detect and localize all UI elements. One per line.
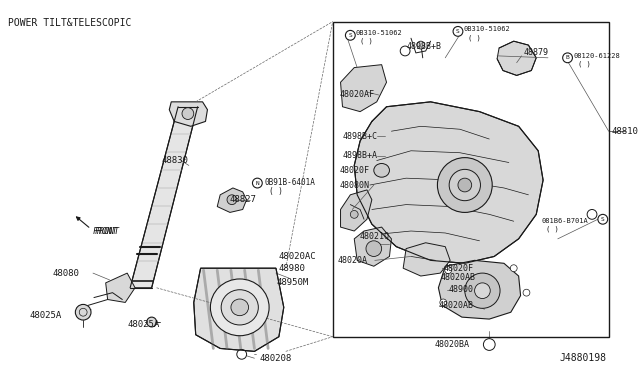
- Text: 48950M: 48950M: [277, 278, 309, 288]
- Circle shape: [453, 26, 463, 36]
- Text: 0B91B-6401A: 0B91B-6401A: [264, 177, 315, 187]
- Text: 48021Q: 48021Q: [359, 232, 389, 241]
- Text: B: B: [566, 55, 570, 60]
- Polygon shape: [340, 65, 387, 112]
- Text: ( ): ( ): [579, 60, 591, 67]
- Circle shape: [523, 289, 530, 296]
- Bar: [333, 22, 609, 337]
- Text: 48830: 48830: [161, 156, 188, 165]
- Text: 081B6-B701A: 081B6-B701A: [541, 218, 588, 224]
- Text: POWER TILT&TELESCOPIC: POWER TILT&TELESCOPIC: [8, 18, 131, 28]
- Polygon shape: [130, 107, 198, 288]
- Text: 4898B+A: 4898B+A: [342, 151, 378, 160]
- Circle shape: [510, 265, 517, 272]
- Text: 48025A: 48025A: [127, 320, 159, 330]
- Text: 4898B+C: 4898B+C: [342, 132, 378, 141]
- Text: ( ): ( ): [269, 187, 283, 196]
- Circle shape: [449, 169, 481, 201]
- Text: 48020A: 48020A: [338, 256, 367, 265]
- Text: 0B310-51062: 0B310-51062: [464, 26, 511, 32]
- Circle shape: [346, 31, 355, 40]
- Text: 08120-61228: 08120-61228: [573, 53, 620, 59]
- Polygon shape: [354, 227, 392, 266]
- Circle shape: [147, 317, 157, 327]
- Text: 48020BA: 48020BA: [435, 340, 470, 349]
- Circle shape: [458, 178, 472, 192]
- Text: S: S: [348, 33, 352, 38]
- Circle shape: [417, 41, 425, 49]
- Text: S: S: [601, 217, 605, 222]
- Circle shape: [400, 46, 410, 56]
- Polygon shape: [403, 243, 450, 276]
- Polygon shape: [217, 188, 246, 212]
- Circle shape: [483, 339, 495, 350]
- Text: ( ): ( ): [360, 38, 373, 44]
- Text: 48827: 48827: [230, 195, 257, 204]
- Text: 48020AF: 48020AF: [340, 90, 374, 99]
- Circle shape: [182, 108, 194, 119]
- Polygon shape: [354, 102, 543, 263]
- Text: ( ): ( ): [546, 226, 559, 232]
- Text: 48879: 48879: [524, 48, 548, 57]
- Polygon shape: [497, 41, 536, 76]
- Text: 48020F: 48020F: [340, 166, 369, 175]
- Polygon shape: [340, 190, 372, 231]
- Text: N: N: [255, 180, 259, 186]
- Polygon shape: [194, 268, 284, 352]
- Polygon shape: [438, 260, 520, 319]
- Text: 4898B+B: 4898B+B: [406, 42, 441, 51]
- Circle shape: [437, 158, 492, 212]
- Text: 48080: 48080: [53, 269, 80, 278]
- Text: 48020AB: 48020AB: [438, 301, 474, 310]
- Polygon shape: [106, 273, 135, 302]
- Circle shape: [350, 211, 358, 218]
- Circle shape: [76, 304, 91, 320]
- Circle shape: [475, 283, 490, 299]
- Text: 48080N: 48080N: [340, 180, 369, 189]
- Ellipse shape: [374, 163, 390, 177]
- Ellipse shape: [211, 279, 269, 336]
- Text: 48980: 48980: [279, 264, 306, 273]
- Circle shape: [366, 241, 381, 256]
- Circle shape: [237, 349, 246, 359]
- Text: 480208: 480208: [259, 354, 292, 363]
- Circle shape: [445, 267, 452, 273]
- Circle shape: [440, 299, 447, 306]
- Circle shape: [465, 273, 500, 308]
- Text: 48900: 48900: [448, 285, 473, 294]
- Polygon shape: [170, 102, 207, 126]
- Ellipse shape: [231, 299, 248, 316]
- Text: J4880198: J4880198: [560, 353, 607, 363]
- Text: FRONT: FRONT: [93, 227, 118, 235]
- Circle shape: [563, 53, 572, 63]
- Text: FRONT: FRONT: [95, 227, 120, 235]
- Circle shape: [587, 209, 597, 219]
- Text: 48020AC: 48020AC: [279, 252, 317, 261]
- Text: 48025A: 48025A: [29, 311, 61, 320]
- Text: 0B310-51062: 0B310-51062: [355, 31, 402, 36]
- Circle shape: [227, 195, 237, 205]
- Circle shape: [598, 214, 608, 224]
- Circle shape: [252, 178, 262, 188]
- Text: 48020AB: 48020AB: [440, 273, 476, 282]
- Text: 48020F: 48020F: [444, 264, 474, 273]
- Text: ( ): ( ): [468, 34, 481, 41]
- Ellipse shape: [221, 290, 259, 325]
- Text: 48810: 48810: [612, 127, 639, 136]
- Text: S: S: [456, 29, 460, 34]
